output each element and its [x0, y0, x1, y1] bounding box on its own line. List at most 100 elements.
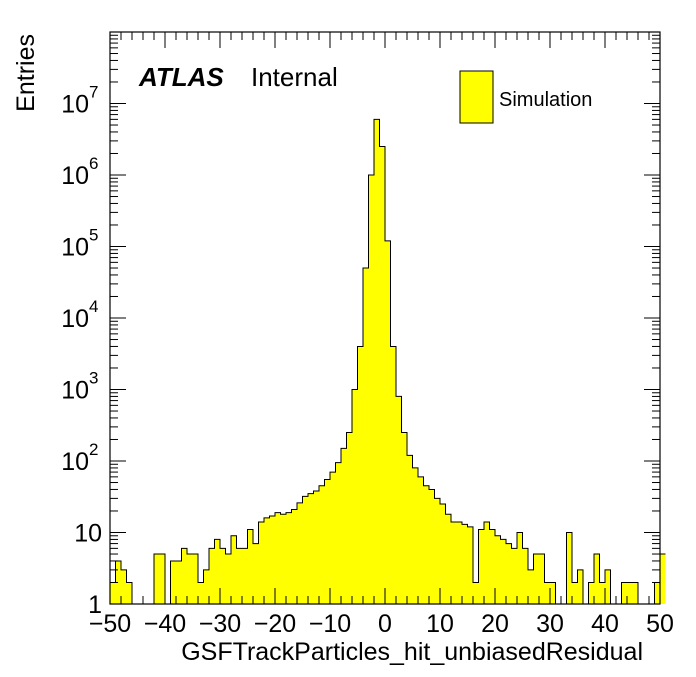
histogram-bar: [341, 448, 347, 604]
internal-label: Internal: [251, 62, 338, 92]
histogram-bar: [440, 504, 446, 604]
histogram-bar: [506, 543, 512, 604]
legend: Simulation: [459, 70, 592, 124]
histogram-bar: [368, 175, 374, 604]
histogram-bar: [335, 462, 341, 604]
histogram-bar: [291, 509, 297, 604]
x-tick-label: 30: [536, 610, 564, 638]
histogram-bar: [286, 512, 292, 604]
histogram-bar: [181, 548, 187, 604]
legend-entry-label: Simulation: [499, 89, 592, 111]
histogram-bar: [170, 560, 176, 604]
histogram-bar: [110, 582, 116, 604]
histogram-bar: [478, 529, 484, 604]
histogram-bar: [126, 582, 132, 604]
atlas-label: ATLAS: [138, 62, 224, 92]
histogram-bar: [390, 346, 396, 604]
histogram-bar: [401, 432, 407, 604]
histogram-bar: [357, 346, 363, 604]
x-tick-label: −30: [199, 610, 241, 638]
histogram-bar: [588, 582, 594, 604]
y-tick-label: 10: [61, 162, 89, 190]
histogram-bar: [324, 479, 330, 604]
histogram-bar: [500, 539, 506, 604]
histogram-bar: [605, 569, 611, 604]
x-tick-label: 40: [591, 610, 619, 638]
histogram-bar: [407, 455, 413, 604]
histogram-bar: [627, 582, 633, 604]
histogram-bar: [566, 532, 572, 604]
y-tick-label: 10: [61, 448, 89, 476]
histogram-bar: [176, 560, 182, 604]
y-tick-label: 1: [88, 591, 102, 619]
legend-swatch: [459, 70, 494, 124]
histogram-bar: [236, 548, 242, 604]
histogram-bar: [456, 522, 462, 604]
histogram-bar: [572, 582, 578, 604]
histogram-bar: [297, 502, 303, 604]
histogram-bar: [385, 240, 391, 604]
histogram-bar: [429, 489, 435, 604]
y-tick-exponent: 4: [89, 297, 98, 316]
histogram-bar: [654, 582, 660, 604]
histogram-bar: [621, 582, 627, 604]
axis-ticks: [109, 31, 661, 605]
histogram-bar: [451, 522, 457, 604]
x-tick-label: 10: [426, 610, 454, 638]
histogram-bar: [214, 539, 220, 604]
histogram-bar: [198, 582, 204, 604]
x-tick-label: 20: [481, 610, 509, 638]
histogram-bar: [115, 560, 121, 604]
histogram-bar: [154, 554, 160, 604]
histogram-bar: [374, 119, 380, 605]
histogram-bar: [489, 529, 495, 604]
y-tick-exponent: 2: [89, 440, 98, 459]
histogram-bar: [209, 548, 215, 604]
histogram-bar: [418, 476, 424, 604]
y-tick-label: 10: [74, 520, 102, 548]
histogram-bar: [159, 554, 165, 604]
x-tick-label: −10: [309, 610, 351, 638]
x-tick-label: 50: [646, 610, 674, 638]
y-axis-title: Entries: [12, 34, 40, 112]
y-tick-label: 10: [61, 91, 89, 119]
histogram-bar: [313, 491, 319, 604]
histogram-bar: [247, 529, 253, 604]
histogram-bar: [203, 569, 209, 604]
histogram-bar: [280, 514, 286, 604]
histogram-bar: [302, 496, 308, 604]
histogram-bar: [434, 498, 440, 604]
histogram-bar: [187, 554, 193, 604]
histogram-bar: [253, 543, 259, 604]
histogram-bar: [396, 396, 402, 604]
histogram-bar: [539, 554, 545, 604]
histogram-bar: [467, 526, 473, 604]
histogram-bar: [445, 514, 451, 604]
histogram-outline: [110, 118, 666, 605]
y-tick-exponent: 5: [89, 226, 98, 245]
histogram-bar: [550, 582, 556, 604]
histogram-bar: [517, 532, 523, 604]
histogram-bar: [225, 554, 231, 604]
histogram-bar: [423, 485, 429, 604]
histogram-bar: [264, 517, 270, 604]
histogram-bar: [220, 548, 226, 604]
histogram-bar: [346, 432, 352, 604]
y-tick-label: 10: [61, 305, 89, 333]
histogram-bar: [473, 582, 479, 604]
x-tick-label: −40: [144, 610, 186, 638]
histogram-bar: [495, 535, 501, 604]
histogram-bar: [533, 554, 539, 604]
histogram-bar: [242, 548, 248, 604]
histogram-bar: [412, 467, 418, 604]
x-tick-labels: −50 −40 −30 −20 −10 0 10 20 30 40 50: [89, 610, 674, 638]
x-tick-label: −20: [254, 610, 296, 638]
x-axis-title: GSFTrackParticles_hit_unbiasedResidual: [181, 638, 643, 666]
histogram-bar: [231, 535, 237, 604]
histogram-bar: [275, 512, 281, 604]
x-tick-label: −50: [89, 610, 131, 638]
histogram-bar: [544, 582, 550, 604]
histogram-bars: [110, 118, 666, 605]
